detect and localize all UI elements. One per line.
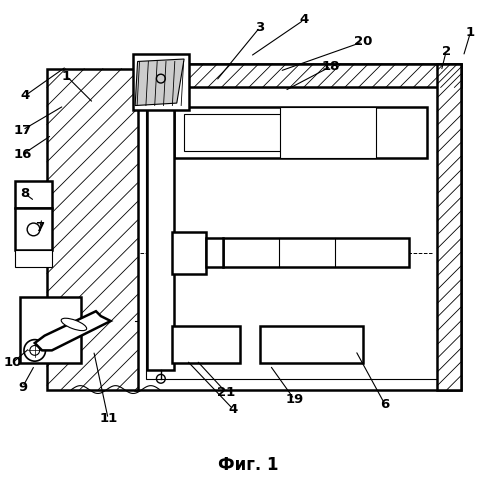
Bar [172, 326, 241, 362]
Text: 11: 11 [99, 412, 118, 426]
Text: Фиг. 1: Фиг. 1 [217, 456, 278, 474]
Bar [15, 250, 52, 267]
Text: 1: 1 [466, 26, 475, 38]
Text: 9: 9 [18, 380, 27, 394]
Bar [260, 326, 363, 362]
Bar [184, 114, 305, 151]
Bar [280, 107, 376, 158]
Text: 19: 19 [285, 393, 303, 406]
Ellipse shape [61, 318, 86, 330]
Bar [135, 64, 461, 390]
Text: 2: 2 [442, 45, 451, 58]
Text: 3: 3 [255, 20, 265, 34]
Bar [47, 69, 138, 390]
Bar [135, 64, 461, 88]
Bar [437, 64, 461, 390]
Bar [206, 238, 223, 268]
Text: 4: 4 [299, 14, 309, 26]
Bar [172, 232, 206, 274]
Text: 7: 7 [35, 222, 44, 234]
Bar [147, 88, 174, 370]
Polygon shape [135, 59, 184, 106]
Text: 21: 21 [216, 386, 235, 398]
Text: 8: 8 [20, 187, 30, 200]
Bar [133, 54, 189, 110]
Polygon shape [35, 311, 111, 350]
Bar [15, 208, 52, 250]
Bar [15, 182, 52, 208]
Text: 6: 6 [380, 398, 389, 411]
Bar [146, 88, 437, 379]
Text: 20: 20 [354, 36, 372, 49]
Text: 17: 17 [13, 124, 32, 136]
Bar [223, 238, 409, 268]
Bar [20, 296, 82, 362]
Text: 16: 16 [13, 148, 32, 161]
Text: 10: 10 [3, 356, 22, 369]
Bar [174, 107, 426, 158]
Bar [47, 182, 52, 250]
Text: 4: 4 [20, 89, 30, 102]
Text: 1: 1 [62, 70, 71, 82]
Text: 4: 4 [228, 402, 238, 415]
Text: 18: 18 [322, 60, 340, 73]
